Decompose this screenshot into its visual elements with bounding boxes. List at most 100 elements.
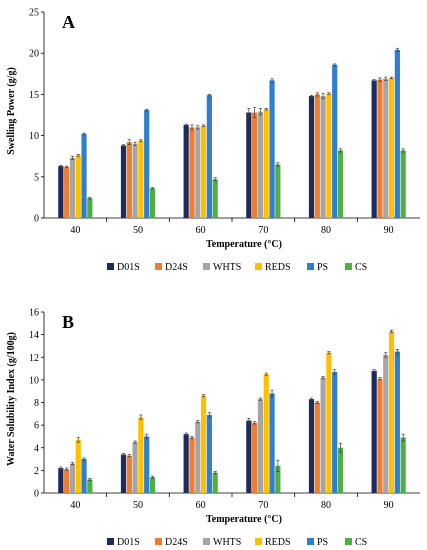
- panel-b-error-bar: [76, 437, 80, 443]
- panel-b-bar-reds: [263, 374, 269, 493]
- panel-a-error-bar: [207, 94, 211, 97]
- panel-b-axes: 0 2 4 6 8 10 12 14 16 40 50 60 70 80 90: [29, 308, 420, 511]
- panel-b-error-bar: [121, 453, 126, 457]
- panel-a-legend-swatch: [203, 263, 210, 270]
- panel-b-bar-cs: [212, 472, 218, 493]
- panel-a-x-tick-label: 90: [384, 225, 394, 236]
- panel-a-y-tick-label: 5: [34, 172, 39, 183]
- panel-a-legend-label: D01S: [117, 262, 140, 273]
- panel-a-y-tick-label: 20: [29, 49, 39, 60]
- panel-b-bar-whts: [257, 399, 264, 493]
- panel-b: B Temperature (°C) Water Solubility Inde…: [6, 308, 420, 525]
- panel-b-bar-ps: [144, 436, 150, 493]
- panel-b-x-tick-label: 40: [70, 500, 80, 511]
- panel-a-bar-ps: [394, 49, 400, 219]
- panel-a-bar-d01s: [183, 124, 189, 218]
- panel-a-bar-d24s: [64, 166, 70, 218]
- panel-b-legend: D01S D24S WHTS REDS PS CS: [107, 537, 367, 548]
- panel-b-error-bar: [201, 394, 206, 398]
- panel-a-error-bar: [133, 141, 137, 146]
- panel-b-bar-d24s: [126, 455, 132, 493]
- panel-b-error-bar: [270, 389, 274, 398]
- panel-b-bar-reds: [138, 417, 144, 493]
- panel-b-error-bar: [213, 471, 217, 475]
- panel-b-legend-swatch: [307, 538, 314, 545]
- panel-b-error-bar: [184, 432, 188, 436]
- panel-a-legend-swatch: [155, 263, 162, 270]
- panel-b-x-axis-title: Temperature (°C): [206, 514, 282, 525]
- panel-a-y-tick-label: 15: [29, 90, 39, 101]
- panel-a-error-bar: [372, 79, 376, 82]
- panel-b-bar-reds: [200, 395, 207, 493]
- panel-b-bar-d24s: [64, 469, 70, 493]
- panel-a-x-tick-label: 80: [321, 225, 331, 236]
- panel-a-error-bar: [321, 93, 325, 99]
- panel-a-error-bar: [264, 108, 268, 111]
- panel-a-error-bar: [150, 187, 155, 190]
- panel-b-error-bar: [321, 376, 325, 380]
- panel-b-x-tick-label: 50: [133, 500, 143, 511]
- panel-a-error-bar: [333, 63, 337, 66]
- panel-a-bar-d01s: [120, 145, 127, 218]
- panel-b-y-tick-label: 10: [29, 375, 39, 386]
- panel-b-bar-d24s: [252, 422, 258, 493]
- panel-a-bar-d01s: [308, 96, 315, 218]
- panel-b-error-bar: [247, 417, 251, 424]
- panel-a: A Temperature (°C) Swelling Power (g/g) …: [6, 8, 420, 250]
- panel-a-bar-cs: [212, 179, 218, 218]
- panel-b-y-tick-label: 14: [29, 330, 39, 341]
- panel-b-legend-swatch: [255, 538, 262, 545]
- panel-b-bar-whts: [132, 442, 138, 493]
- panel-b-legend-item-whts: WHTS: [203, 537, 241, 548]
- panel-b-error-bar: [276, 459, 280, 472]
- panel-b-legend-swatch: [107, 538, 114, 545]
- panel-b-y-tick-label: 2: [34, 466, 39, 477]
- panel-a-error-bar: [258, 108, 263, 116]
- panel-b-bar-whts: [195, 421, 201, 493]
- panel-a-bar-whts: [132, 143, 138, 218]
- panel-a-legend-item-cs: CS: [345, 262, 367, 273]
- panel-b-legend-item-reds: REDS: [255, 537, 291, 548]
- panel-b-label: B: [62, 312, 74, 332]
- panel-b-bar-d24s: [189, 437, 195, 493]
- panel-a-legend-swatch: [107, 263, 114, 270]
- panel-a-bar-d01s: [246, 112, 252, 218]
- panel-a-legend-label: D24S: [165, 262, 188, 273]
- panel-b-bar-cs: [149, 477, 156, 493]
- panel-a-error-bar: [327, 92, 331, 95]
- panel-a-error-bar: [82, 132, 86, 136]
- panel-a-error-bar: [338, 148, 343, 153]
- panel-b-bar-cs: [337, 447, 344, 493]
- panel-a-x-tick-label: 40: [70, 225, 80, 236]
- panel-a-error-bar: [139, 139, 143, 142]
- panel-b-bar-cs: [87, 479, 93, 493]
- panel-a-bar-whts: [257, 111, 264, 218]
- panel-b-bar-ps: [332, 371, 338, 493]
- panel-b-error-bar: [207, 412, 211, 418]
- panel-b-error-bar: [88, 477, 92, 481]
- panel-b-error-bar: [65, 467, 69, 471]
- panel-b-bar-ps: [269, 393, 275, 493]
- panel-b-error-bar: [327, 351, 331, 355]
- panel-a-bar-reds: [75, 155, 81, 218]
- panel-b-bar-ps: [81, 459, 87, 493]
- panel-b-error-bar: [145, 433, 149, 440]
- panel-a-legend-swatch: [345, 263, 352, 270]
- panel-b-legend-swatch: [345, 538, 352, 545]
- panel-a-bar-d24s: [252, 112, 258, 218]
- panel-b-error-bar: [59, 466, 63, 470]
- panel-a-bar-whts: [383, 78, 389, 218]
- panel-a-bar-d24s: [314, 94, 320, 218]
- panel-b-bar-d01s: [58, 468, 64, 493]
- panel-b-legend-label: REDS: [265, 537, 291, 548]
- panel-a-bar-ps: [144, 110, 150, 218]
- panel-a-legend-item-d24s: D24S: [155, 262, 188, 273]
- panel-a-bar-whts: [320, 96, 326, 218]
- panel-b-error-bar: [190, 436, 194, 440]
- panel-b-legend-label: D24S: [165, 537, 188, 548]
- panel-a-x-tick-label: 50: [133, 225, 143, 236]
- panel-b-error-bar: [82, 457, 86, 461]
- panel-a-legend-item-d01s: D01S: [107, 262, 140, 273]
- panel-a-bar-ps: [332, 64, 338, 219]
